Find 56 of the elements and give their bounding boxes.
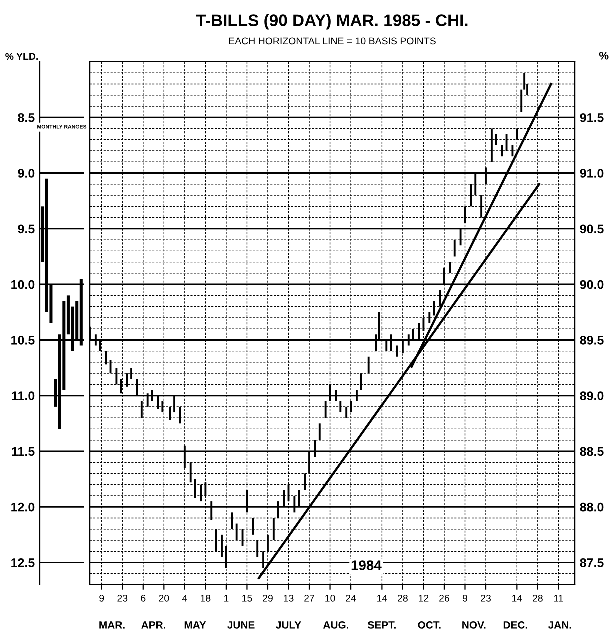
text: 91.5: [580, 113, 604, 122]
x2-tick-label: JUNE: [228, 622, 255, 629]
x-tick-label: 9: [462, 594, 468, 602]
text: 89.5: [580, 336, 604, 345]
y-tick-label: 12.0: [12, 502, 35, 512]
x2-tick-label: MAR.: [100, 622, 125, 629]
x-tick-label: 23: [481, 594, 491, 602]
x-tick-label: 11: [554, 595, 564, 602]
y2-axis-title: %: [599, 52, 609, 60]
x-tick-label: 20: [159, 594, 170, 602]
x-tick-label: 4: [182, 595, 188, 602]
text: 88.0: [580, 502, 604, 512]
y-axis-title: % YLD.: [6, 53, 38, 60]
x-tick-label: 18: [201, 594, 211, 602]
chart-title: T-BILLS (90 DAY) MAR. 1985 - CHI.: [196, 14, 468, 30]
x-tick-label: 15: [242, 595, 252, 602]
x-tick-label: 14: [378, 595, 388, 602]
x2-tick-label: DEC.: [504, 622, 528, 629]
x2-tick-label: APR.: [142, 622, 166, 629]
x-tick-label: 9: [100, 594, 104, 602]
annotation: 1984: [352, 560, 382, 570]
x2-tick-label: JULY: [276, 622, 302, 629]
x-tick-label: 28: [398, 594, 408, 602]
x-tick-label: 29: [263, 594, 273, 602]
y-tick-label: 12.5: [12, 558, 35, 568]
x-tick-label: 14: [512, 595, 522, 602]
x-tick-label: 24: [346, 594, 356, 602]
x-tick-label: 28: [533, 594, 543, 602]
x-tick-label: 6: [141, 594, 146, 602]
x-tick-label: 12: [419, 594, 429, 602]
y-tick-label: 10.0: [12, 280, 35, 290]
x2-tick-label: MAY: [184, 622, 206, 629]
x2-tick-label: SEPT.: [368, 622, 396, 629]
x-tick-label: 1: [224, 595, 229, 602]
x-tick-label: 13: [284, 594, 294, 602]
text: 87.5: [580, 558, 604, 568]
x2-tick-label: OCT.: [418, 622, 441, 629]
y-tick-label: 10.5: [12, 336, 35, 345]
text: 89.0: [580, 392, 604, 400]
x-tick-label: 26: [440, 594, 450, 602]
x-tick-label: 23: [118, 594, 128, 602]
text: 90.0: [580, 280, 604, 290]
x2-tick-label: AUG.: [323, 622, 349, 629]
x-tick-label: 27: [304, 594, 314, 602]
y-tick-label: 11.0: [12, 392, 35, 400]
x2-tick-label: NOV.: [462, 622, 486, 629]
chart-subtitle: EACH HORIZONTAL LINE = 10 BASIS POINTS: [229, 38, 436, 45]
text: 91.0: [580, 169, 604, 178]
text: 88.5: [580, 447, 604, 456]
x-tick-label: 10: [326, 594, 336, 602]
y-tick-label: 9.0: [18, 169, 35, 178]
y-tick-label: 8.5: [18, 113, 35, 122]
x2-tick-label: JAN.: [548, 622, 572, 629]
text: 90.5: [580, 224, 604, 234]
y-tick-label: 9.5: [18, 224, 35, 234]
y-tick-label: 11.5: [12, 447, 35, 456]
